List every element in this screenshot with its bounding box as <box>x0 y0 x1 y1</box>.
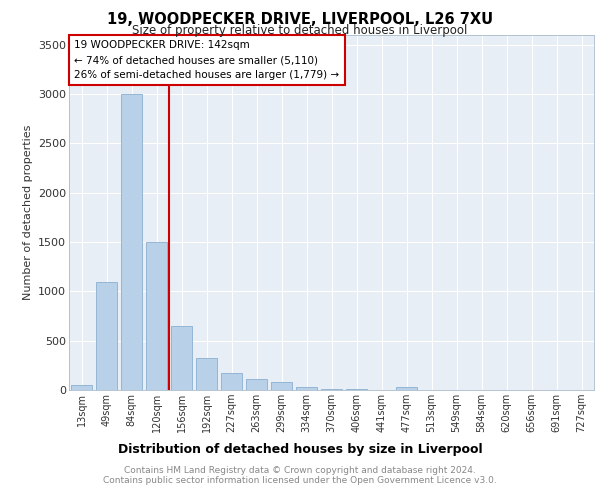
Bar <box>146 242 167 390</box>
Bar <box>396 387 417 390</box>
Bar <box>246 379 267 390</box>
Bar <box>346 389 367 390</box>
Bar <box>271 382 292 390</box>
Text: Size of property relative to detached houses in Liverpool: Size of property relative to detached ho… <box>133 24 467 37</box>
Text: 19, WOODPECKER DRIVE, LIVERPOOL, L26 7XU: 19, WOODPECKER DRIVE, LIVERPOOL, L26 7XU <box>107 12 493 28</box>
Text: 19 WOODPECKER DRIVE: 142sqm
← 74% of detached houses are smaller (5,110)
26% of : 19 WOODPECKER DRIVE: 142sqm ← 74% of det… <box>74 40 340 80</box>
Bar <box>196 358 217 390</box>
Text: Distribution of detached houses by size in Liverpool: Distribution of detached houses by size … <box>118 442 482 456</box>
Bar <box>296 387 317 390</box>
Y-axis label: Number of detached properties: Number of detached properties <box>23 125 32 300</box>
Bar <box>171 326 192 390</box>
Text: Contains public sector information licensed under the Open Government Licence v3: Contains public sector information licen… <box>103 476 497 485</box>
Text: Contains HM Land Registry data © Crown copyright and database right 2024.: Contains HM Land Registry data © Crown c… <box>124 466 476 475</box>
Bar <box>121 94 142 390</box>
Bar <box>321 388 342 390</box>
Bar <box>71 385 92 390</box>
Bar <box>96 282 117 390</box>
Bar <box>221 372 242 390</box>
